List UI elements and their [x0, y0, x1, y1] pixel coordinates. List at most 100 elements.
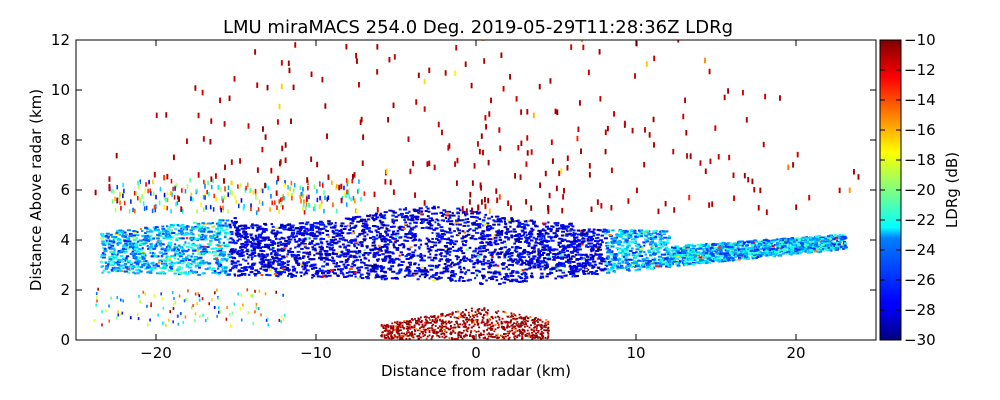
ldr-cell [337, 268, 340, 271]
ldr-cell [651, 244, 655, 247]
ldr-cell [343, 275, 348, 278]
ldr-cell [510, 251, 514, 254]
ldr-cell [294, 246, 297, 249]
ldr-cell [551, 255, 555, 258]
ldr-cell [535, 258, 540, 261]
ldr-cell [101, 242, 105, 245]
ldr-cell [200, 238, 205, 241]
ldr-cell [490, 215, 494, 218]
ldr-cell [530, 260, 534, 263]
ldr-cell [357, 266, 361, 269]
ldr-cell [182, 233, 187, 236]
ldr-cell [446, 248, 450, 251]
ldr-cell [348, 270, 351, 273]
ldr-cell [376, 234, 379, 237]
ldr-cell [239, 274, 243, 277]
ldr-cell [282, 227, 286, 230]
ldr-cell [466, 217, 470, 220]
ldr-cell [584, 260, 587, 263]
ldr-cell [204, 226, 207, 229]
ldr-cell [357, 269, 361, 272]
ldr-cell [227, 254, 232, 257]
ldr-cell [804, 240, 808, 243]
ldr-cell [516, 262, 519, 265]
ldr-cell [613, 258, 617, 261]
ldr-cell [618, 230, 622, 233]
ldr-cell [447, 218, 450, 221]
ldr-cell [661, 263, 665, 266]
ldr-cell [531, 228, 535, 231]
ldr-cell [244, 268, 249, 271]
ldr-cell [296, 245, 301, 248]
ldr-cell [587, 242, 592, 245]
ldr-cell [547, 235, 552, 238]
ldr-cell [182, 257, 187, 260]
ldr-cell [652, 251, 656, 254]
ldr-cell [124, 247, 127, 250]
ldr-cell [551, 271, 554, 274]
ldr-cell [117, 266, 121, 269]
ldr-cell [671, 261, 674, 264]
ldr-cell [316, 273, 319, 276]
ldr-cell [194, 225, 197, 228]
ldr-cell [277, 262, 282, 265]
ldr-cell [707, 257, 710, 260]
ldr-cell [230, 260, 234, 263]
ldr-cell [332, 262, 336, 265]
ldr-cell [263, 227, 268, 230]
ldr-cell [676, 253, 681, 256]
ldr-cell [297, 254, 301, 257]
ldr-cell [383, 214, 387, 217]
ldr-cell [133, 256, 138, 259]
ldr-cell [584, 234, 589, 237]
ldr-cell [816, 246, 819, 249]
ldr-cell [398, 269, 403, 272]
ldr-cell [207, 230, 212, 233]
ldr-cell [576, 244, 580, 247]
ldr-cell [767, 244, 772, 247]
ldr-cell [581, 253, 585, 256]
ldr-cell [137, 240, 140, 243]
ldr-cell [309, 234, 314, 237]
ldr-cell [123, 270, 128, 273]
ldr-cell [481, 230, 486, 233]
ldr-cell [742, 243, 745, 246]
ldr-cell [392, 233, 397, 236]
ldr-cell [742, 249, 747, 252]
ldr-cell [363, 249, 366, 252]
ldr-cell [193, 262, 197, 265]
ldr-cell [313, 266, 317, 269]
ldr-cell [505, 232, 509, 235]
ldr-cell [737, 258, 741, 261]
ldr-cell [649, 259, 653, 262]
ldr-cell [187, 248, 190, 251]
ldr-cell [614, 241, 618, 244]
ldr-cell [334, 272, 337, 275]
ldr-cell [327, 274, 332, 277]
ldr-cell [573, 238, 576, 241]
ldr-cell [466, 220, 470, 223]
ldr-cell [361, 254, 365, 257]
ldr-cell [381, 253, 385, 256]
ldr-cell [539, 275, 545, 278]
ldr-cell [559, 263, 563, 266]
ldr-cell [587, 258, 591, 261]
ldr-cell [462, 224, 467, 227]
ldr-cell [673, 254, 677, 257]
ldr-cell [103, 248, 107, 251]
ldr-cell [359, 220, 364, 223]
ldr-cell [417, 211, 420, 214]
ldr-cell [609, 263, 613, 266]
ldr-cell [592, 228, 596, 231]
ldr-cell [108, 239, 111, 242]
ldr-cell [768, 249, 772, 252]
ldr-cell [732, 245, 736, 248]
ldr-cell [324, 270, 328, 273]
ldr-cell [428, 249, 433, 252]
ldr-cell [270, 223, 273, 226]
ldr-cell [345, 271, 349, 274]
ldr-cell [399, 213, 404, 216]
ldr-cell [423, 267, 427, 270]
ldr-cell [814, 241, 818, 244]
ldr-cell [297, 239, 301, 242]
